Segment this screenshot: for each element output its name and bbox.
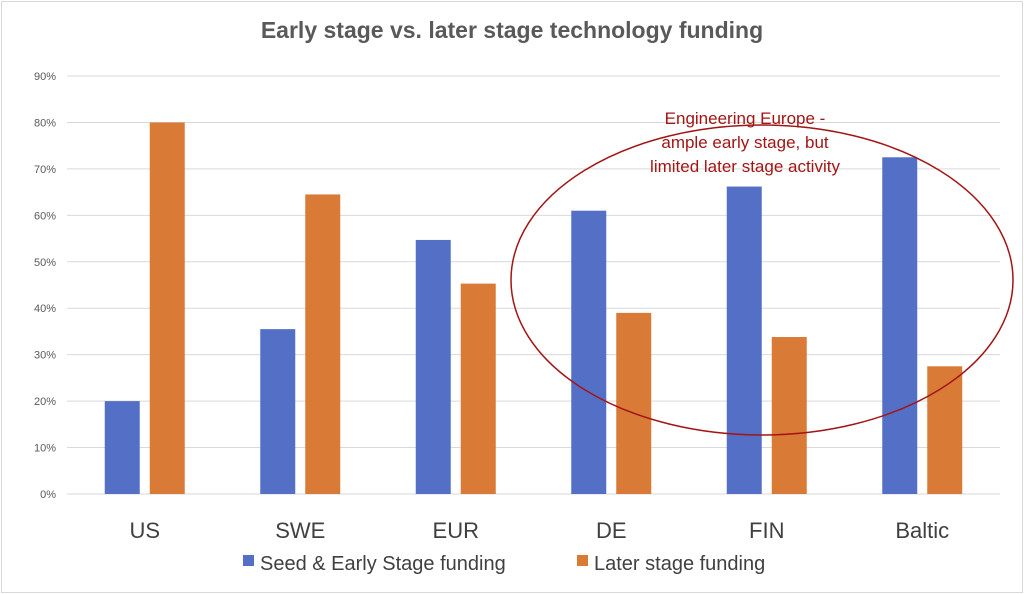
bar-fin-later xyxy=(771,337,807,494)
y-tick-label: 90% xyxy=(34,71,56,83)
y-tick-label: 20% xyxy=(34,396,56,408)
legend-label: Seed & Early Stage funding xyxy=(260,553,506,575)
y-tick-label: 60% xyxy=(34,210,56,222)
bar-us-early xyxy=(104,401,140,494)
legend-label: Later stage funding xyxy=(594,553,765,575)
x-tick-label: SWE xyxy=(275,518,325,543)
bar-swe-early xyxy=(260,329,296,494)
bar-baltic-early xyxy=(882,157,918,494)
x-tick-label: Baltic xyxy=(895,518,949,543)
y-tick-label: 50% xyxy=(34,257,56,269)
x-tick-label: US xyxy=(129,518,160,543)
annotation-text: Engineering Europe - xyxy=(665,109,826,128)
y-tick-label: 40% xyxy=(34,303,56,315)
x-tick-label: DE xyxy=(596,518,627,543)
x-tick-label: FIN xyxy=(749,518,784,543)
bar-eur-later xyxy=(460,283,496,494)
y-tick-label: 70% xyxy=(34,164,56,176)
y-tick-label: 30% xyxy=(34,350,56,362)
annotation-text: limited later stage activity xyxy=(650,157,840,176)
legend-swatch xyxy=(577,555,588,566)
x-tick-label: EUR xyxy=(433,518,479,543)
y-tick-label: 10% xyxy=(34,443,56,455)
bar-fin-early xyxy=(726,186,762,494)
annotation-text: ample early stage, but xyxy=(661,133,829,152)
y-tick-label: 80% xyxy=(34,117,56,129)
chart-title: Early stage vs. later stage technology f… xyxy=(261,17,763,43)
annotation-ellipse xyxy=(510,124,1014,436)
bar-swe-later xyxy=(305,194,341,494)
bar-de-early xyxy=(571,210,607,494)
bar-baltic-later xyxy=(927,366,963,494)
y-tick-label: 0% xyxy=(40,489,56,501)
bar-de-later xyxy=(616,312,652,494)
legend-swatch xyxy=(243,555,254,566)
bar-us-later xyxy=(149,122,185,494)
bar-eur-early xyxy=(415,239,451,494)
